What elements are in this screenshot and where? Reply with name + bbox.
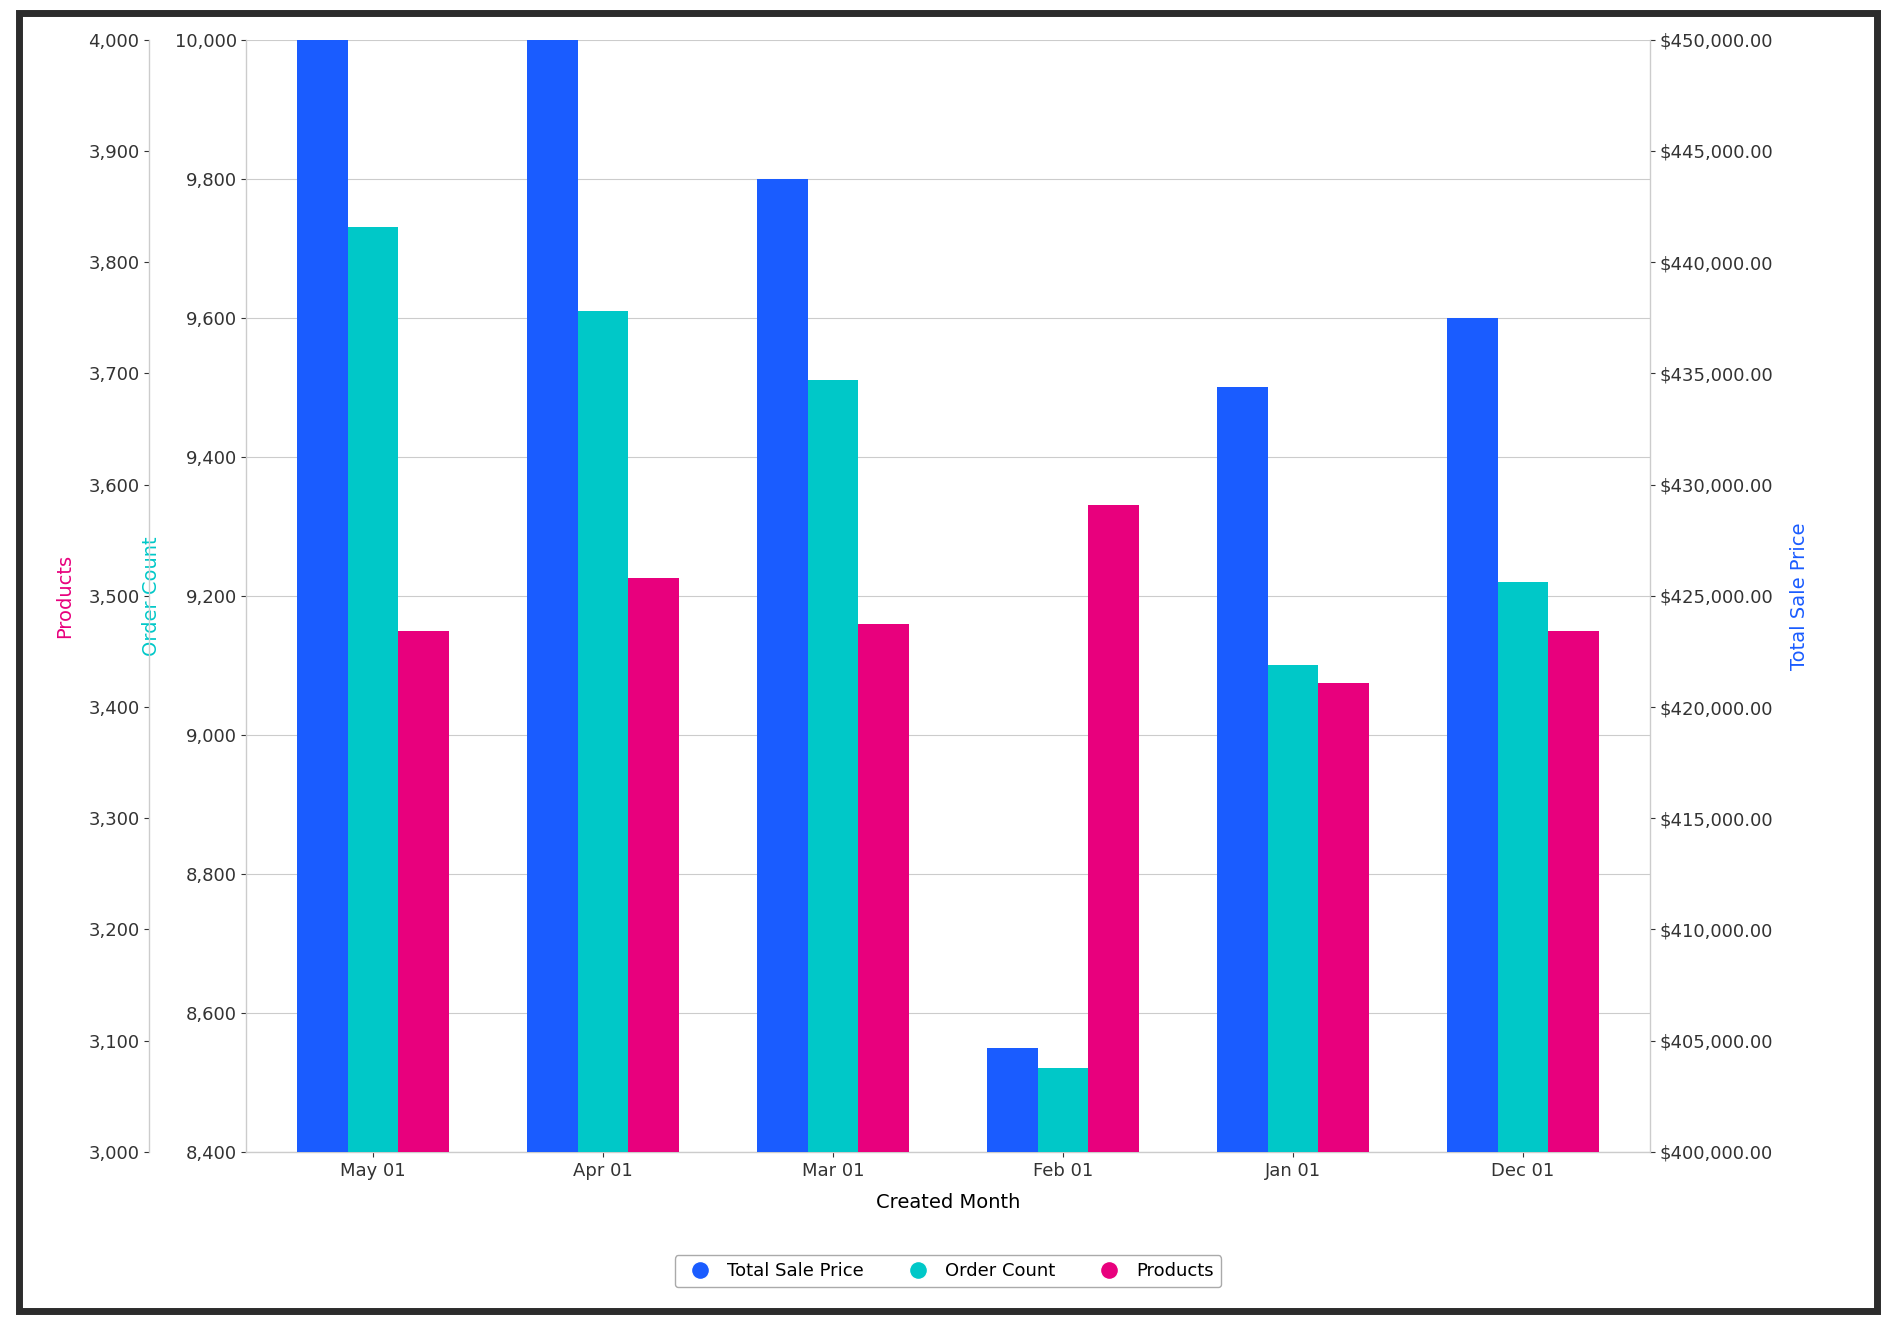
Bar bbox=[988, 1047, 1037, 1324]
Bar bbox=[398, 630, 449, 1324]
Bar bbox=[1217, 387, 1268, 1324]
Bar bbox=[808, 380, 859, 1324]
Bar bbox=[298, 40, 347, 1324]
Bar bbox=[578, 311, 628, 1324]
Bar bbox=[859, 624, 908, 1324]
Y-axis label: Order Count: Order Count bbox=[142, 536, 161, 655]
X-axis label: Created Month: Created Month bbox=[876, 1193, 1020, 1213]
Bar bbox=[347, 228, 398, 1324]
Bar bbox=[527, 40, 578, 1324]
Bar bbox=[1549, 630, 1598, 1324]
Bar bbox=[757, 179, 808, 1324]
Bar bbox=[1088, 506, 1139, 1324]
Bar bbox=[1447, 318, 1498, 1324]
Bar bbox=[1037, 1068, 1088, 1324]
Bar bbox=[1268, 665, 1318, 1324]
Legend: Total Sale Price, Order Count, Products: Total Sale Price, Order Count, Products bbox=[675, 1255, 1221, 1287]
Bar bbox=[628, 579, 679, 1324]
Y-axis label: Total Sale Price: Total Sale Price bbox=[1790, 522, 1809, 670]
Bar bbox=[1498, 583, 1549, 1324]
Bar bbox=[1318, 683, 1369, 1324]
Y-axis label: Products: Products bbox=[55, 553, 74, 638]
